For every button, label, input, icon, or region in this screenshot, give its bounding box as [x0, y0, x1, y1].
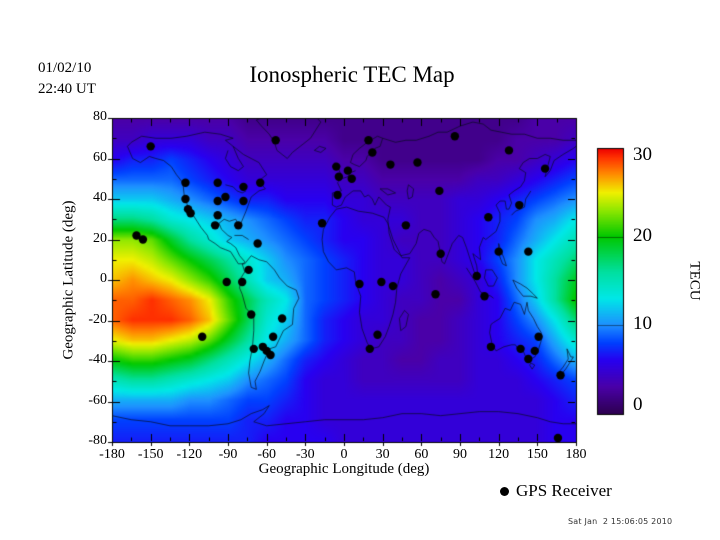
render-timestamp: Sat Jan 2 15:06:05 2010: [568, 517, 673, 526]
y-tick-label: -40: [88, 352, 107, 367]
x-tick-label: 120: [488, 447, 510, 462]
y-tick-label: -60: [88, 392, 107, 408]
date-label: 01/02/10: [38, 60, 92, 76]
x-tick-label: -30: [295, 447, 315, 462]
x-tick-label: -90: [218, 447, 238, 462]
y-tick-label: 80: [93, 109, 107, 124]
y-tick-label: -80: [88, 433, 107, 448]
colorbar-tick-label: 30: [633, 144, 652, 165]
colorbar-tick-label: 20: [633, 224, 652, 246]
y-tick-label: 20: [93, 230, 107, 246]
x-tick-label: 150: [526, 447, 548, 462]
y-tick-label: 0: [100, 271, 107, 286]
x-tick-label: -60: [257, 447, 276, 462]
x-tick-label: -120: [176, 447, 203, 462]
y-tick-label: 40: [93, 190, 107, 205]
x-tick-label: -180: [99, 447, 125, 462]
x-tick-label: 90: [453, 447, 467, 462]
colorbar-tick-label: 0: [633, 394, 643, 415]
legend-label: GPS Receiver: [516, 481, 612, 500]
time-label: 22:40 UT: [38, 81, 96, 97]
y-tick-label: -20: [88, 311, 107, 327]
gps-receiver-dot-icon: [500, 487, 509, 496]
colorbar-title: TECU: [686, 261, 703, 301]
x-tick-label: 0: [340, 447, 348, 462]
x-tick-label: 30: [375, 447, 390, 462]
page-title: Ionospheric TEC Map: [249, 62, 455, 87]
y-tick-label: 60: [93, 149, 107, 165]
x-axis-title: Geographic Longitude (deg): [258, 461, 430, 477]
x-tick-label: -150: [137, 447, 164, 462]
y-axis-title: Geographic Latitude (deg): [60, 200, 77, 360]
x-tick-label: 180: [565, 447, 587, 462]
x-tick-label: 60: [414, 447, 429, 462]
colorbar-tick-label: 10: [633, 313, 652, 335]
